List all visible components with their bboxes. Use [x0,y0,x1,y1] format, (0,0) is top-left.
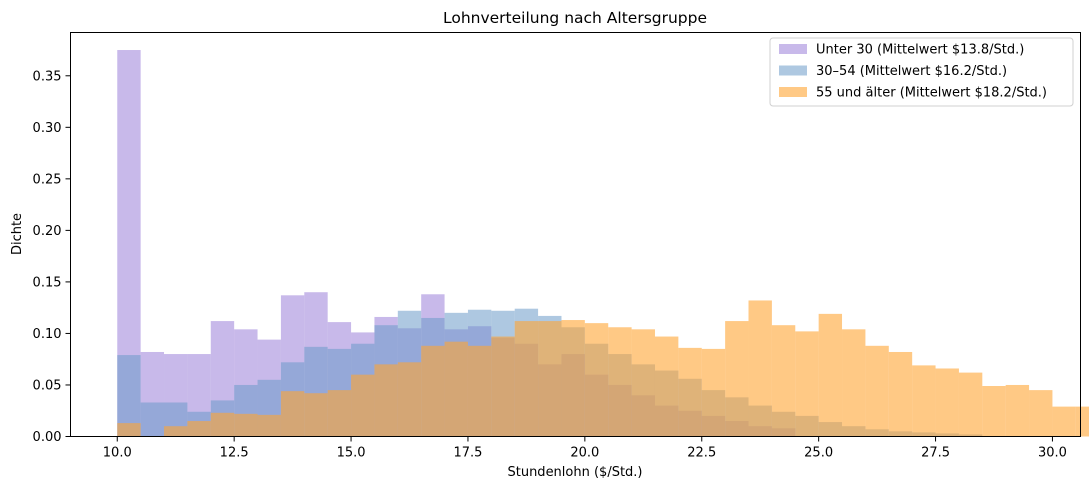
bar-series-2-bin-31 [842,329,866,437]
y-tick-label-1: 0.05 [33,378,62,393]
bar-series-2-bin-22 [631,329,655,437]
x-tick-label-2: 15.0 [337,446,366,461]
bar-series-2-bin-29 [795,331,819,437]
legend-label-1: 30–54 (Mittelwert $16.2/Std.) [816,64,1007,79]
bar-series-2-bin-18 [538,321,562,437]
y-tick-label-2: 0.10 [33,327,62,342]
bar-series-2-bin-14 [444,341,468,437]
bar-series-2-bin-26 [725,321,749,437]
bar-series-2-bin-2 [164,426,188,437]
legend: Unter 30 (Mittelwert $13.8/Std.) 30–54 (M… [769,37,1074,107]
bar-series-2-bin-21 [608,327,632,437]
x-tick-label-1: 12.5 [220,446,249,461]
bar-series-2-bin-24 [678,347,702,437]
x-tick-label-6: 25.0 [804,446,833,461]
bar-series-2-bin-12 [397,362,422,437]
legend-swatch-0 [779,44,807,54]
bar-series-2-bin-3 [187,421,211,437]
x-tick-label-7: 27.5 [921,446,950,461]
bar-series-2-bin-40 [1052,406,1076,437]
bar-series-2-bin-25 [701,348,726,437]
bar-series-2-bin-35 [935,368,959,437]
bar-series-2-bin-38 [1005,384,1030,437]
bar-series-2-bin-6 [257,414,281,437]
bar-series-2-bin-8 [304,393,328,437]
bar-series-2-bin-7 [280,391,305,437]
bar-series-1-bin-0 [117,355,141,437]
bar-series-2-bin-23 [654,336,679,437]
x-tick-label-4: 20.0 [570,446,599,461]
bar-series-2-bin-11 [374,364,398,437]
y-tick-label-7: 0.35 [33,69,62,84]
legend-label-0: Unter 30 (Mittelwert $13.8/Std.) [816,43,1024,58]
bar-series-2-bin-15 [467,345,492,437]
bar-series-2-bin-17 [514,321,539,437]
bar-series-2-bin-39 [1029,390,1053,437]
y-tick-label-6: 0.30 [33,121,62,136]
bar-series-2-bin-32 [865,345,889,437]
y-tick-label-0: 0.00 [33,430,62,445]
bar-series-2-bin-37 [982,386,1006,437]
x-tick-label-5: 22.5 [687,446,716,461]
y-axis-label: Dichte [10,213,25,255]
bar-series-2-bin-16 [491,336,515,437]
bar-series-0-bin-0 [117,50,141,437]
x-tick-label-8: 30.0 [1038,446,1067,461]
y-tick-label-5: 0.25 [33,172,62,187]
bar-series-2-bin-10 [351,374,375,437]
axes-layer: 10.0 12.5 15.0 17.5 20.0 22.5 25.0 27.5 30.0 0.00… [33,69,1067,460]
bar-series-2-bin-34 [912,365,936,437]
bar-series-2-bin-13 [421,345,445,437]
y-tick-label-4: 0.20 [33,224,62,239]
bar-series-2-bin-20 [584,323,609,437]
bar-series-2-bin-4 [210,412,235,437]
bar-series-1-bin-1 [140,402,165,437]
x-tick-label-0: 10.0 [103,446,132,461]
legend-swatch-1 [779,65,807,76]
bar-series-2-bin-5 [234,413,258,437]
x-axis-label: Stundenlohn ($/Std.) [507,465,642,480]
bar-series-2-bin-28 [771,325,796,437]
chart-title: Lohnverteilung nach Altersgruppe [443,9,707,27]
bars-layer [117,50,1089,437]
x-tick-label-3: 17.5 [453,446,482,461]
legend-swatch-2 [779,87,807,97]
bar-series-2-bin-33 [888,351,913,437]
bar-series-2-bin-19 [561,320,585,437]
legend-label-2: 55 und älter (Mittelwert $18.2/Std.) [816,86,1047,101]
bar-series-2-bin-27 [748,300,772,437]
bar-series-2-bin-0 [117,423,141,437]
bar-series-2-bin-30 [818,313,843,437]
bar-series-2-bin-36 [958,372,983,437]
bar-series-2-bin-41 [1075,406,1089,437]
bar-series-2-bin-9 [327,390,352,437]
plot-frame [70,32,1081,437]
y-tick-label-3: 0.15 [33,275,62,290]
legend-box [769,37,1074,107]
